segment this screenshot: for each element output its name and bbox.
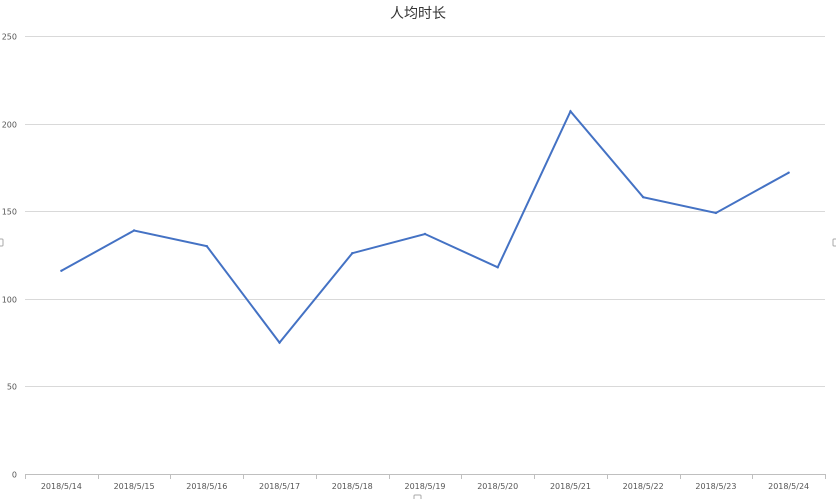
chart-resize-handle-right[interactable] xyxy=(832,238,836,247)
y-tick-label: 200 xyxy=(2,121,17,130)
x-tick-label: 2018/5/15 xyxy=(114,482,155,491)
series-layer xyxy=(60,109,790,345)
x-tick-label: 2018/5/22 xyxy=(623,482,664,491)
y-tick-label: 100 xyxy=(2,296,17,305)
y-tick-label: 150 xyxy=(2,208,17,217)
data-point xyxy=(496,266,499,269)
x-tick-label: 2018/5/14 xyxy=(41,482,82,491)
x-tick-label: 2018/5/19 xyxy=(404,482,445,491)
data-point xyxy=(714,211,718,215)
data-point xyxy=(205,245,209,248)
data-point xyxy=(60,269,63,272)
x-tick-label: 2018/5/23 xyxy=(695,482,736,491)
data-point xyxy=(423,232,427,236)
data-point xyxy=(278,341,281,344)
chart-title: 人均时长 xyxy=(390,6,446,22)
x-axis-ticks: 2018/5/14 2018/5/15 2018/5/16 2018/5/17 2018… xyxy=(25,474,826,491)
x-tick-label: 2018/5/17 xyxy=(259,482,300,491)
data-point xyxy=(569,110,572,113)
y-tick-label: 50 xyxy=(7,383,17,392)
data-point xyxy=(787,171,790,174)
x-tick-label: 2018/5/16 xyxy=(186,482,227,491)
data-point xyxy=(351,252,354,255)
x-tick-label: 2018/5/18 xyxy=(332,482,373,491)
data-point xyxy=(641,195,645,199)
y-tick-label: 250 xyxy=(2,33,17,42)
x-tick-label: 2018/5/20 xyxy=(477,482,518,491)
y-tick-label: 0 xyxy=(12,471,17,480)
x-tick-label: 2018/5/24 xyxy=(768,482,809,491)
data-point xyxy=(132,229,136,232)
gridlines xyxy=(25,36,825,475)
y-axis-ticks: 0 50 100 150 200 250 xyxy=(2,33,17,480)
x-tick-label: 2018/5/21 xyxy=(550,482,591,491)
chart-resize-handle-bottom[interactable] xyxy=(413,494,422,499)
chart-resize-handle-left[interactable] xyxy=(0,238,4,247)
